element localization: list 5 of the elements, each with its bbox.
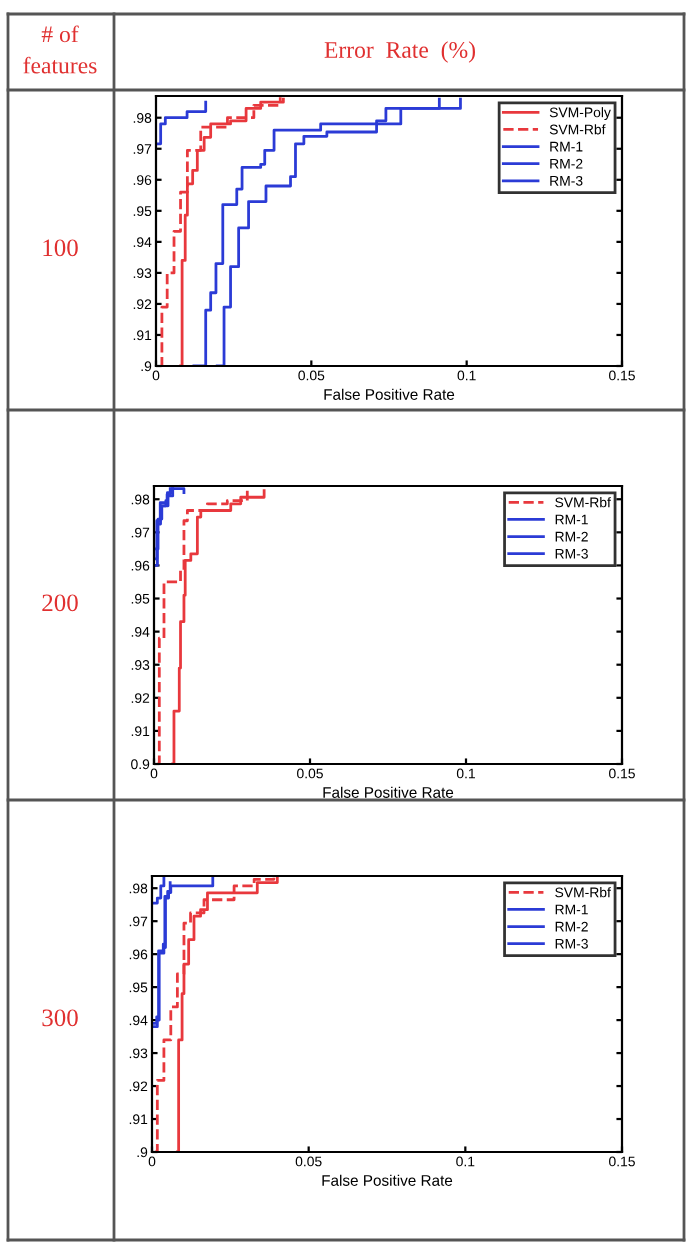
text: # of features: [23, 25, 97, 74]
text: Error Rate (%): [324, 41, 476, 63]
text: 200: [42, 594, 78, 612]
text: 100: [43, 239, 78, 257]
text: 300: [42, 1009, 78, 1027]
